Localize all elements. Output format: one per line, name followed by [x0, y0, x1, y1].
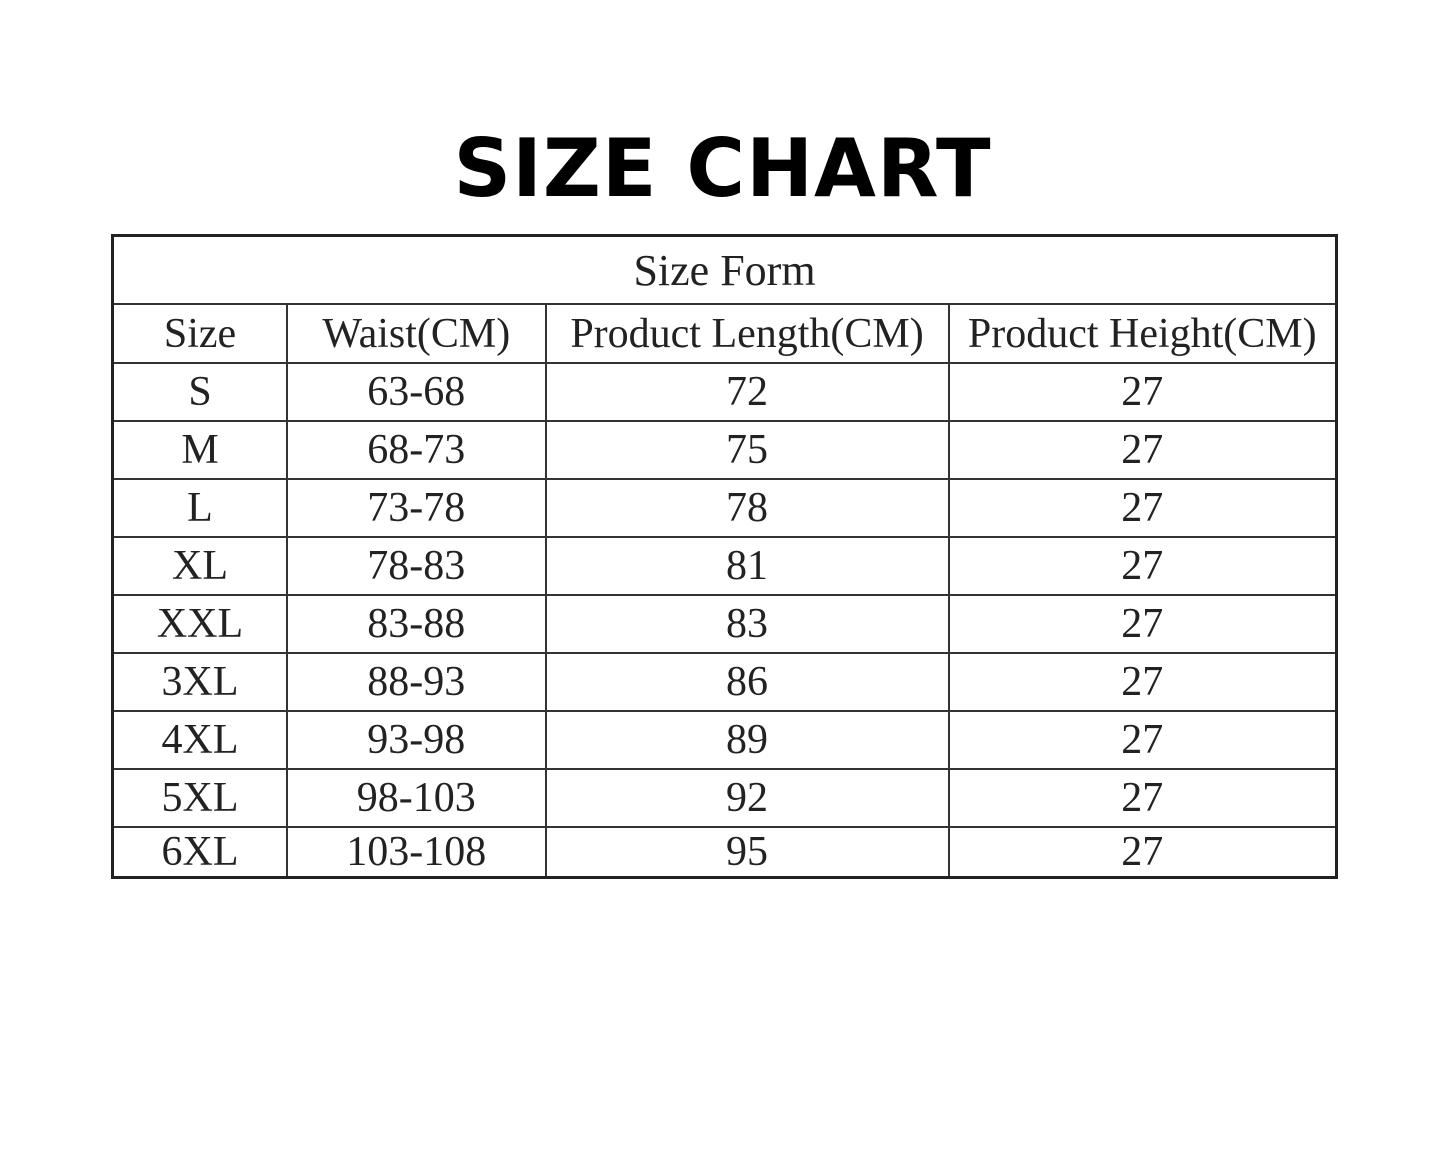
- table-cell: 78-83: [286, 536, 547, 596]
- table-cell: 27: [947, 536, 1338, 596]
- table-row: 6XL 103-108 95 27: [111, 826, 1338, 879]
- table-cell: 88-93: [286, 652, 547, 712]
- table-caption: Size Form: [111, 234, 1338, 305]
- table-cell: 92: [544, 768, 950, 828]
- table-cell: 73-78: [286, 478, 547, 538]
- table-row: L 73-78 78 27: [111, 478, 1338, 538]
- table-row: 5XL 98-103 92 27: [111, 768, 1338, 828]
- table-cell: 27: [947, 478, 1338, 538]
- column-header: Size: [111, 303, 288, 364]
- table-cell: 3XL: [111, 652, 288, 712]
- table-cell: 4XL: [111, 710, 288, 770]
- table-cell: 98-103: [286, 768, 547, 828]
- table-cell: 63-68: [286, 362, 547, 422]
- size-table: Size Form Size Waist(CM) Product Length(CM…: [111, 234, 1338, 879]
- table-cell: 72: [544, 362, 950, 422]
- table-row: M 68-73 75 27: [111, 420, 1338, 480]
- table-cell: 81: [544, 536, 950, 596]
- table-cell: 103-108: [286, 826, 547, 879]
- table-cell: 83: [544, 594, 950, 654]
- table-cell: 27: [947, 826, 1338, 879]
- table-cell: 5XL: [111, 768, 288, 828]
- table-cell: 78: [544, 478, 950, 538]
- table-row: 3XL 88-93 86 27: [111, 652, 1338, 712]
- table-cell: 27: [947, 362, 1338, 422]
- table-row: S 63-68 72 27: [111, 362, 1338, 422]
- table-cell: 93-98: [286, 710, 547, 770]
- table-cell: S: [111, 362, 288, 422]
- page-title: SIZE CHART: [453, 122, 992, 215]
- table-cell: 89: [544, 710, 950, 770]
- column-header: Product Height(CM): [947, 303, 1338, 364]
- table-cell: 27: [947, 594, 1338, 654]
- table-cell: M: [111, 420, 288, 480]
- table-row: 4XL 93-98 89 27: [111, 710, 1338, 770]
- table-cell: 83-88: [286, 594, 547, 654]
- column-header: Product Length(CM): [544, 303, 950, 364]
- table-cell: 27: [947, 652, 1338, 712]
- table-cell: 6XL: [111, 826, 288, 879]
- table-cell: 95: [544, 826, 950, 879]
- table-cell: 27: [947, 768, 1338, 828]
- table-row: XXL 83-88 83 27: [111, 594, 1338, 654]
- table-cell: 27: [947, 420, 1338, 480]
- column-header: Waist(CM): [286, 303, 547, 364]
- table-cell: 86: [544, 652, 950, 712]
- table-cell: L: [111, 478, 288, 538]
- table-cell: XL: [111, 536, 288, 596]
- table-cell: XXL: [111, 594, 288, 654]
- table-cell: 75: [544, 420, 950, 480]
- table-cell: 27: [947, 710, 1338, 770]
- table-row: XL 78-83 81 27: [111, 536, 1338, 596]
- table-cell: 68-73: [286, 420, 547, 480]
